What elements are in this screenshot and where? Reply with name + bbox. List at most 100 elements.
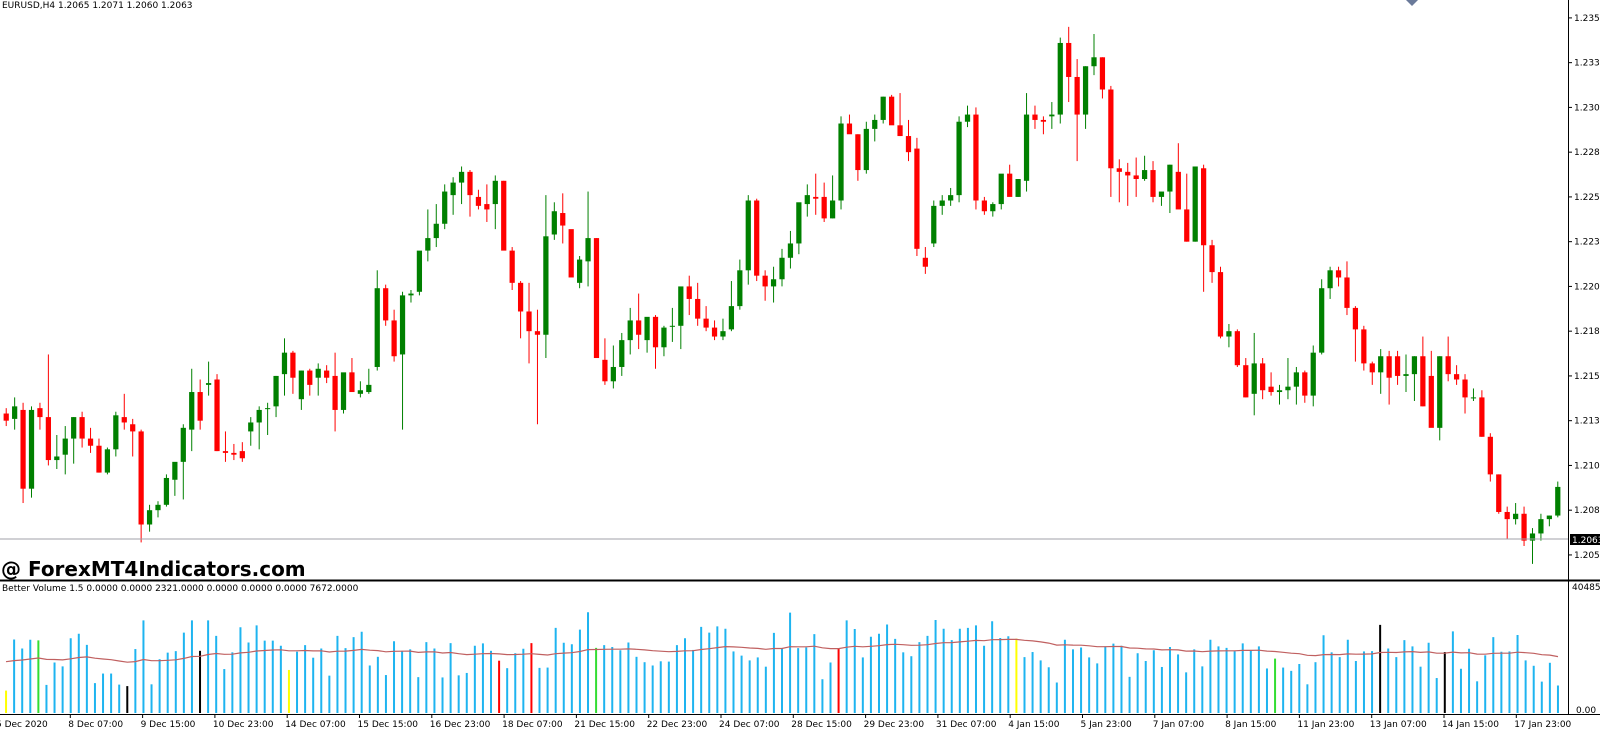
candle <box>593 238 600 359</box>
candle <box>214 374 220 452</box>
candle <box>838 116 844 210</box>
symbol-title: EURUSD,H4 1.2065 1.2071 1.2060 1.2063 <box>2 1 193 11</box>
candle <box>1276 384 1283 405</box>
candle-body <box>880 96 886 120</box>
chart-shift-marker-icon[interactable] <box>1406 0 1418 6</box>
candle-body <box>324 370 330 378</box>
time-tick-label: 21 Dec 15:00 <box>574 720 635 730</box>
candle <box>121 393 127 430</box>
candle-body <box>1116 168 1122 172</box>
candle <box>332 352 338 432</box>
candle-body <box>54 456 60 461</box>
candle-body <box>1453 374 1460 380</box>
candle-body <box>686 286 692 299</box>
candle-body <box>399 295 406 355</box>
candle-body <box>1243 365 1249 398</box>
candle-body <box>256 409 262 423</box>
candle <box>720 318 726 341</box>
candle <box>889 94 895 126</box>
candle <box>1293 366 1299 405</box>
candle-body <box>939 200 945 206</box>
candle-body <box>728 306 735 330</box>
candle-body <box>1268 386 1274 393</box>
price-axis: 1.2355 1.2330 1.2305 1.2280 1.2255 1.2230 1.22… <box>1568 14 1600 561</box>
candle-body <box>492 180 498 205</box>
current-price-label: 1.2063 <box>1572 536 1600 546</box>
candle <box>307 368 313 396</box>
candle-body <box>45 417 51 461</box>
candle <box>1057 37 1063 124</box>
candle <box>399 291 406 430</box>
candle <box>787 230 794 269</box>
candle <box>560 193 566 244</box>
candle-body <box>964 114 971 122</box>
candle <box>1361 325 1367 371</box>
candle-body <box>1234 331 1240 366</box>
candle-body <box>1082 66 1089 115</box>
price-tick-label: 1.2255 <box>1574 193 1600 203</box>
price-tick-label: 1.2355 <box>1574 14 1600 24</box>
price-tick-label: 1.2105 <box>1574 461 1600 471</box>
candle <box>728 281 735 332</box>
price-candles <box>3 26 1561 564</box>
candle <box>79 411 85 448</box>
candle-body <box>1327 270 1333 289</box>
candle-body <box>981 200 987 212</box>
candle-body <box>1513 513 1519 520</box>
candle-body <box>433 223 439 239</box>
candle <box>104 447 111 475</box>
candle-body <box>914 148 920 249</box>
candle-body <box>484 204 490 210</box>
candle <box>433 204 439 248</box>
candle <box>1555 481 1561 518</box>
candle <box>1437 356 1443 441</box>
candle-body <box>138 431 144 525</box>
candle-body <box>1411 356 1418 375</box>
candle-body <box>1150 170 1156 197</box>
candle <box>703 306 709 332</box>
candle <box>1462 374 1468 414</box>
candle-body <box>1276 390 1283 393</box>
candle-body <box>87 438 94 446</box>
candle-body <box>1057 42 1063 115</box>
candle <box>484 184 490 222</box>
candle <box>1040 116 1047 135</box>
candle-body <box>1184 209 1190 242</box>
candle <box>568 229 574 278</box>
candle <box>273 375 279 418</box>
price-tick-label: 1.2130 <box>1574 417 1600 427</box>
candle-body <box>1251 363 1257 394</box>
time-tick-label: 5 Dec 2020 <box>0 720 48 730</box>
candle-body <box>265 408 271 410</box>
candle <box>1091 34 1097 76</box>
candle-body <box>340 372 347 410</box>
candle-body <box>585 238 591 262</box>
candle <box>1420 336 1426 407</box>
candle <box>1285 358 1291 400</box>
candle <box>661 325 667 357</box>
candle <box>1529 528 1536 564</box>
candle <box>205 361 212 396</box>
candle <box>846 114 853 135</box>
candle-body <box>737 270 743 307</box>
candle <box>146 504 153 532</box>
candle-body <box>568 229 574 278</box>
candle <box>872 114 878 142</box>
candle-body <box>1445 356 1451 375</box>
candle <box>990 202 996 217</box>
time-axis: 5 Dec 2020 8 Dec 07:00 9 Dec 15:00 10 Dec 2… <box>0 714 1572 730</box>
candle-body <box>239 451 245 459</box>
candle-body <box>214 379 220 452</box>
candle-body <box>762 275 768 287</box>
candle-body <box>248 422 254 432</box>
candle-body <box>661 327 667 348</box>
candle-body <box>28 409 35 489</box>
price-tick-label: 1.2180 <box>1574 327 1600 337</box>
candle <box>1428 350 1434 428</box>
candle-body <box>1066 42 1072 77</box>
candle-body <box>711 327 718 337</box>
candle <box>374 270 380 371</box>
